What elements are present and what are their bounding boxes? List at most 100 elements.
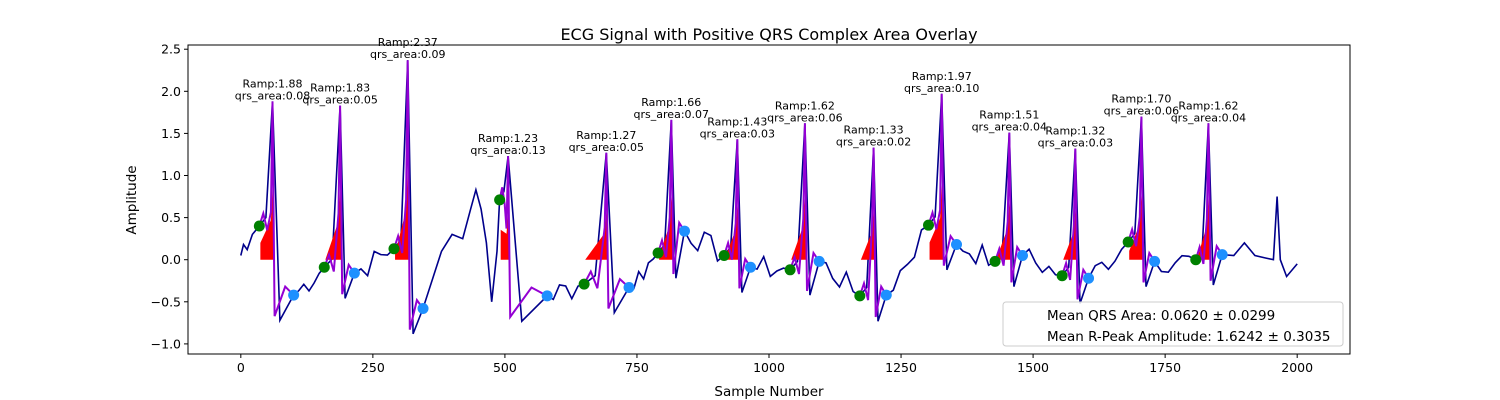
x-tick-label: 2000	[1281, 360, 1313, 375]
legend-box	[1002, 301, 1344, 347]
legend: Mean QRS Area: 0.0620 ± 0.0299 Mean R-Pe…	[1002, 301, 1344, 347]
qrs-onset-marker	[253, 220, 265, 232]
qrs-segment-line	[789, 123, 821, 292]
y-tick-label: −0.5	[151, 294, 181, 309]
peak-label-layer: Ramp:1.88qrs_area:0.08Ramp:1.83qrs_area:…	[235, 36, 1246, 157]
qrs-area-fill	[996, 202, 1012, 260]
qrs-segment-line	[858, 147, 888, 318]
qrs-area-fill	[260, 188, 275, 260]
r-peak-amplitude-label: Ramp:1.83	[310, 82, 370, 95]
x-tick-label: 500	[493, 360, 517, 375]
x-tick-label: 750	[625, 360, 649, 375]
qrs-offset-marker	[1017, 249, 1029, 261]
qrs-segment-line	[657, 119, 686, 275]
y-tick-label: −1.0	[151, 336, 181, 351]
qrs-offset-marker	[1216, 249, 1228, 261]
x-tick-label: 0	[237, 360, 245, 375]
qrs-area-fill	[725, 205, 740, 260]
qrs-onset-marker	[1122, 236, 1134, 248]
qrs-area-label: qrs_area:0.06	[767, 111, 842, 124]
qrs-onset-marker	[578, 278, 590, 290]
marker-layer	[253, 194, 1228, 315]
legend-entry-qrs-area: Mean QRS Area: 0.0620 ± 0.0299	[1047, 308, 1275, 324]
qrs-area-label: qrs_area:0.03	[700, 127, 775, 140]
qrs-segment-line	[583, 152, 630, 309]
qrs-onset-marker	[652, 247, 664, 259]
qrs-segment-line	[1127, 116, 1156, 283]
r-peak-amplitude-label: Ramp:1.66	[641, 96, 701, 109]
r-peak-amplitude-label: Ramp:1.70	[1111, 93, 1171, 106]
qrs-area-label: qrs_area:0.09	[370, 48, 445, 61]
qrs-segment-line	[258, 101, 295, 317]
chart-title: ECG Signal with Positive QRS Complex Are…	[560, 25, 977, 44]
qrs-offset-marker	[288, 289, 300, 301]
qrs-segment-line	[994, 132, 1024, 283]
r-peak-amplitude-label: Ramp:1.43	[707, 115, 767, 128]
qrs-segment-line	[323, 105, 356, 295]
r-peak-amplitude-label: Ramp:1.88	[242, 77, 302, 90]
qrs-area-label: qrs_area:0.13	[470, 144, 545, 157]
qrs-segment-line	[927, 93, 958, 266]
ecg-signal-line	[240, 60, 1298, 335]
qrs-area-label: qrs_area:0.04	[1171, 111, 1246, 124]
y-tick-label: 0.5	[161, 210, 181, 225]
r-peak-amplitude-label: Ramp:1.51	[979, 109, 1039, 122]
qrs-offset-marker	[951, 239, 963, 251]
qrs-segment-line	[723, 139, 752, 289]
x-tick-label: 250	[361, 360, 385, 375]
qrs-area-fill	[860, 209, 876, 260]
x-tick-label: 1750	[1149, 360, 1181, 375]
qrs-area-label: qrs_area:0.10	[904, 82, 979, 95]
x-tick-label: 1000	[753, 360, 785, 375]
qrs-offset-marker	[1083, 272, 1095, 284]
qrs-segment-line	[393, 60, 424, 330]
y-axis-label: Amplitude	[124, 165, 140, 234]
qrs-onset-marker	[494, 194, 506, 206]
qrs-offset-marker	[813, 255, 825, 267]
qrs-onset-marker	[718, 249, 730, 261]
qrs-onset-marker	[784, 264, 796, 276]
qrs-offset-marker	[880, 289, 892, 301]
y-tick-label: 1.5	[161, 126, 181, 141]
r-peak-amplitude-label: Ramp:1.23	[478, 132, 538, 145]
qrs-onset-marker	[1190, 254, 1202, 266]
r-peak-amplitude-label: Ramp:1.27	[576, 129, 636, 142]
r-peak-amplitude-label: Ramp:1.62	[775, 99, 835, 112]
qrs-area-fill	[929, 185, 944, 260]
qrs-offset-marker	[348, 267, 360, 279]
qrs-offset-marker	[745, 261, 757, 273]
qrs-onset-marker	[923, 219, 935, 231]
x-axis-label: Sample Number	[714, 384, 824, 400]
qrs-area-label: qrs_area:0.08	[235, 89, 310, 102]
qrs-onset-marker	[1056, 270, 1068, 282]
qrs-offset-marker	[623, 281, 635, 293]
qrs-onset-marker	[989, 255, 1001, 267]
qrs-onset-marker	[318, 261, 330, 273]
qrs-onset-marker	[854, 290, 866, 302]
qrs-area-label: qrs_area:0.05	[302, 94, 377, 107]
qrs-segment-line	[1061, 148, 1090, 300]
qrs-area-fill	[1196, 198, 1211, 260]
qrs-area-fill	[1063, 209, 1078, 260]
qrs-segment-line	[1194, 123, 1224, 281]
qrs-area-label: qrs_area:0.04	[972, 121, 1047, 134]
plot-area	[240, 60, 1298, 335]
qrs-offset-marker	[417, 303, 429, 315]
qrs-area-fill	[659, 196, 674, 260]
x-axis: 0 250 500 750 1000 1250 1500 1750 2000	[237, 354, 1313, 375]
qrs-area-fill	[791, 198, 808, 260]
legend-entry-r-peak: Mean R-Peak Amplitude: 1.6242 ± 0.3035	[1047, 329, 1331, 345]
qrs-offset-marker	[541, 290, 553, 302]
qrs-segment-line	[498, 156, 548, 321]
x-tick-label: 1250	[885, 360, 917, 375]
r-peak-amplitude-label: Ramp:2.37	[378, 36, 438, 49]
r-peak-amplitude-label: Ramp:1.97	[912, 70, 972, 83]
y-tick-label: 2.5	[161, 42, 181, 57]
qrs-area-fill	[325, 190, 343, 260]
qrs-area-fill	[500, 213, 511, 260]
qrs-area-fill	[395, 169, 410, 260]
r-peak-amplitude-label: Ramp:1.33	[844, 124, 904, 137]
qrs-onset-marker	[388, 243, 400, 255]
qrs-offset-marker	[1149, 255, 1161, 267]
